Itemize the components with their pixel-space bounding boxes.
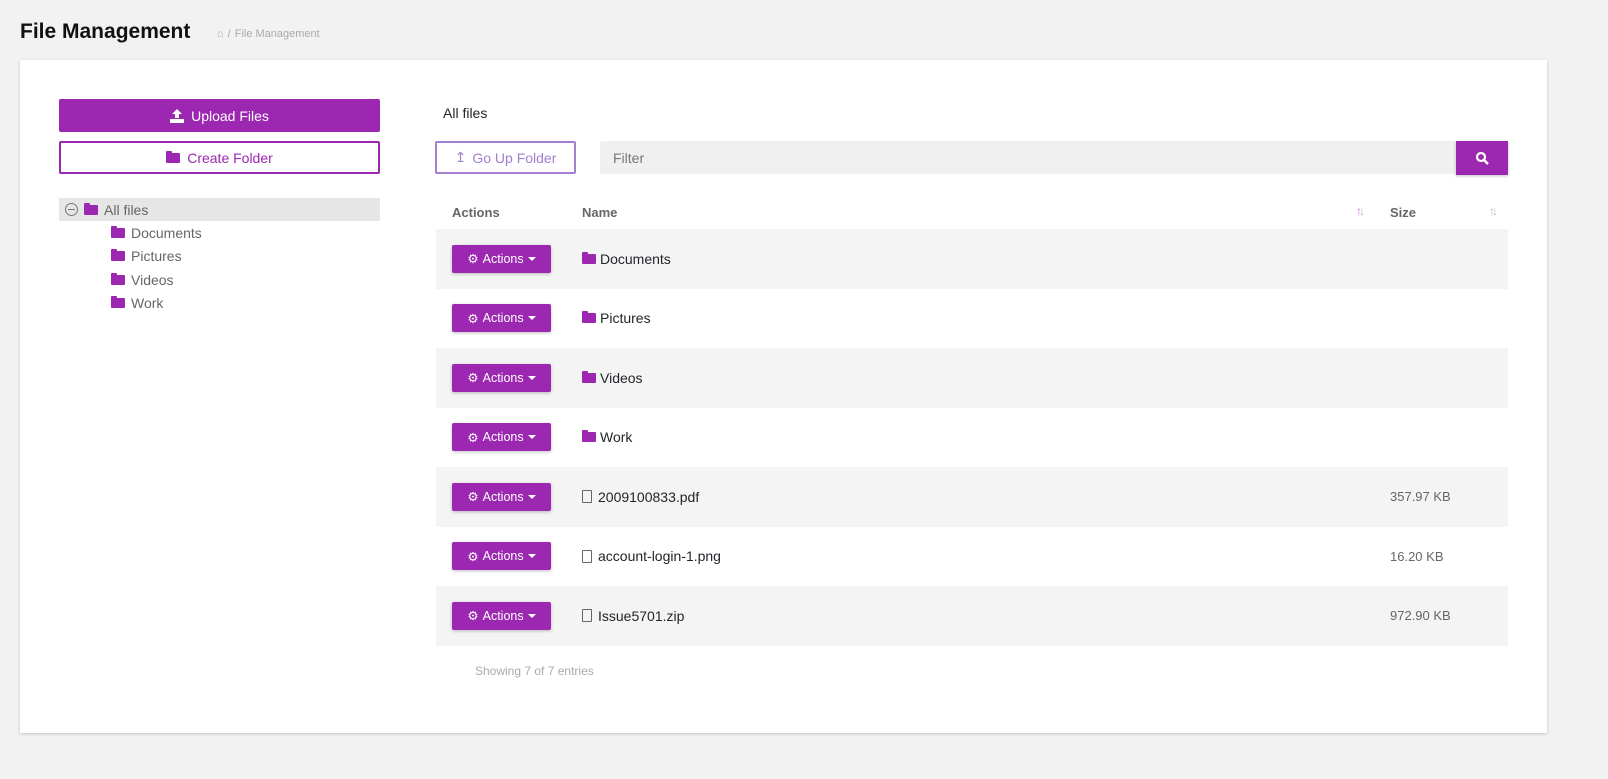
folder-icon bbox=[111, 225, 125, 238]
folder-plus-icon bbox=[166, 150, 181, 163]
level-up-icon: ↥ bbox=[454, 149, 467, 165]
file-size: 357.97 KB bbox=[1390, 489, 1451, 505]
folder-tree: All files Documents Pictures Videos Work bbox=[59, 198, 380, 315]
file-archive-icon bbox=[582, 609, 592, 623]
folder-icon bbox=[111, 272, 125, 285]
caret-down-icon bbox=[527, 316, 536, 321]
caret-down-icon bbox=[527, 256, 536, 261]
gear-icon: ⚙ bbox=[467, 549, 479, 564]
file-manager-card: Upload Files Create Folder All files Doc… bbox=[20, 60, 1547, 733]
go-up-folder-button[interactable]: ↥ Go Up Folder bbox=[435, 141, 576, 174]
actions-dropdown-button[interactable]: ⚙ Actions bbox=[452, 363, 551, 392]
file-image-icon bbox=[582, 549, 592, 563]
file-name-link[interactable]: Work bbox=[582, 429, 1372, 445]
caret-down-icon bbox=[527, 554, 536, 559]
gear-icon: ⚙ bbox=[467, 430, 479, 445]
tree-item-pictures[interactable]: Pictures bbox=[59, 245, 380, 269]
folder-icon bbox=[582, 430, 596, 443]
file-size: 16.20 KB bbox=[1390, 548, 1444, 564]
home-icon[interactable]: ⌂ bbox=[217, 28, 224, 40]
sort-icon[interactable]: ↑↓ bbox=[1356, 204, 1365, 218]
table-header: Actions Name Size ↑↓ ↑↓ bbox=[436, 195, 1508, 229]
folder-icon bbox=[111, 296, 125, 309]
file-name-link[interactable]: Pictures bbox=[582, 310, 1372, 326]
breadcrumb-item: File Management bbox=[234, 28, 320, 40]
upload-icon bbox=[170, 108, 185, 123]
tree-item-videos[interactable]: Videos bbox=[59, 268, 380, 292]
gear-icon: ⚙ bbox=[467, 252, 479, 267]
collapse-icon[interactable] bbox=[65, 203, 78, 216]
table-row: ⚙ Actions 2009100833.pdf 357.97 KB bbox=[436, 467, 1508, 527]
actions-dropdown-button[interactable]: ⚙ Actions bbox=[452, 542, 551, 571]
gear-icon: ⚙ bbox=[467, 490, 479, 505]
gear-icon: ⚙ bbox=[467, 609, 479, 624]
folder-icon bbox=[111, 249, 125, 262]
file-size: 972.90 KB bbox=[1390, 608, 1451, 624]
tree-item-documents[interactable]: Documents bbox=[59, 221, 380, 245]
caret-down-icon bbox=[527, 494, 536, 499]
actions-dropdown-button[interactable]: ⚙ Actions bbox=[452, 244, 551, 273]
gear-icon: ⚙ bbox=[467, 371, 479, 386]
file-name-link[interactable]: account-login-1.png bbox=[582, 548, 1372, 564]
folder-icon bbox=[582, 251, 596, 264]
current-path: All files bbox=[443, 105, 488, 121]
sort-icon[interactable]: ↑↓ bbox=[1489, 204, 1498, 218]
page-title: File Management bbox=[20, 20, 191, 43]
file-pdf-icon bbox=[582, 490, 592, 504]
create-folder-button[interactable]: Create Folder bbox=[59, 141, 380, 174]
file-name-link[interactable]: 2009100833.pdf bbox=[582, 489, 1372, 505]
actions-dropdown-button[interactable]: ⚙ Actions bbox=[452, 423, 551, 452]
file-name-link[interactable]: Videos bbox=[582, 370, 1372, 386]
tree-item-work[interactable]: Work bbox=[59, 292, 380, 316]
file-name-link[interactable]: Issue5701.zip bbox=[582, 608, 1372, 624]
caret-down-icon bbox=[527, 613, 536, 618]
entries-count: Showing 7 of 7 entries bbox=[475, 664, 594, 678]
folder-icon bbox=[582, 370, 596, 383]
folder-icon bbox=[582, 311, 596, 324]
caret-down-icon bbox=[527, 435, 536, 440]
file-name-link[interactable]: Documents bbox=[582, 251, 1372, 267]
table-row: ⚙ Actions account-login-1.png 16.20 KB bbox=[436, 527, 1508, 587]
filter-input[interactable] bbox=[600, 141, 1456, 174]
gear-icon: ⚙ bbox=[467, 311, 479, 326]
search-button[interactable] bbox=[1456, 141, 1508, 175]
files-table: Actions Name Size ↑↓ ↑↓ ⚙ Actions Documen… bbox=[436, 195, 1508, 646]
actions-dropdown-button[interactable]: ⚙ Actions bbox=[452, 482, 551, 511]
table-row: ⚙ Actions Documents bbox=[436, 229, 1508, 289]
table-row: ⚙ Actions Work bbox=[436, 408, 1508, 468]
caret-down-icon bbox=[527, 375, 536, 380]
search-icon bbox=[1475, 151, 1489, 165]
breadcrumb: ⌂ / File Management bbox=[217, 28, 320, 40]
folder-icon bbox=[84, 202, 98, 215]
actions-dropdown-button[interactable]: ⚙ Actions bbox=[452, 304, 551, 333]
table-row: ⚙ Actions Pictures bbox=[436, 289, 1508, 349]
upload-files-button[interactable]: Upload Files bbox=[59, 99, 380, 132]
table-row: ⚙ Actions Videos bbox=[436, 348, 1508, 408]
tree-item-all-files[interactable]: All files bbox=[59, 198, 380, 221]
actions-dropdown-button[interactable]: ⚙ Actions bbox=[452, 601, 551, 630]
size-column-header[interactable]: Size bbox=[1390, 204, 1417, 220]
name-column-header[interactable]: Name bbox=[582, 204, 618, 220]
table-row: ⚙ Actions Issue5701.zip 972.90 KB bbox=[436, 586, 1508, 646]
